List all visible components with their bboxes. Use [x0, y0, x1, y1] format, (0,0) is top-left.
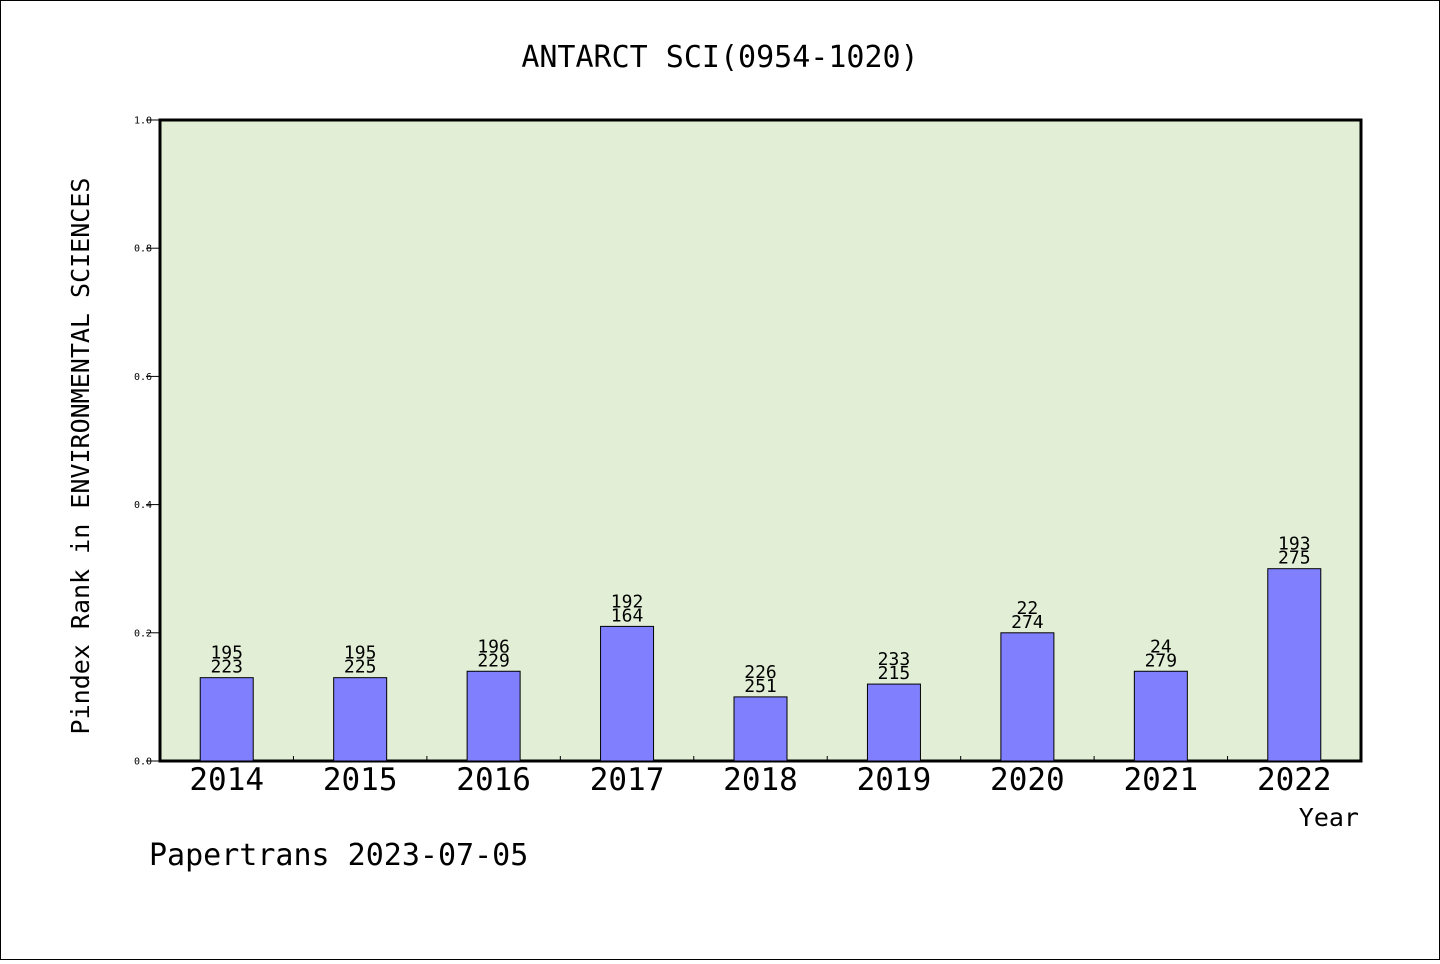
bar-label-top: 233	[878, 649, 911, 670]
bar-label-bottom: 274	[1011, 612, 1044, 633]
x-tick-label: 2020	[990, 762, 1065, 798]
bar-2022	[1267, 568, 1322, 762]
x-axis-label: Year	[1299, 803, 1359, 832]
y-axis: 0.0 0.2 0.4 0.6 0.8 1.0	[134, 116, 160, 768]
y-axis-label: Pindex Rank in ENVIRONMENTAL SCIENCES	[66, 178, 95, 735]
bar-label-bottom: 229	[477, 650, 510, 671]
y-tick-label: 0.0	[134, 757, 152, 768]
bar-label-top: 22	[1017, 598, 1039, 619]
y-tick-label: 0.6	[134, 372, 152, 383]
bar-2017	[600, 625, 655, 762]
bar-label-bottom: 225	[344, 657, 377, 678]
bar-label-bottom: 164	[611, 605, 644, 626]
bar-2018	[733, 696, 788, 762]
bar-2015	[333, 677, 388, 762]
bar-label-bottom: 275	[1278, 548, 1311, 569]
x-tick-label: 2018	[723, 762, 798, 798]
chart-title: ANTARCT SCI(0954-1020)	[521, 40, 918, 75]
x-tick-label: 2022	[1257, 762, 1332, 798]
bar-2020	[1000, 632, 1055, 762]
bar-label-top: 193	[1278, 534, 1311, 555]
bar-label-top: 24	[1150, 636, 1172, 657]
bar-2021	[1133, 670, 1188, 762]
x-tick-label: 2019	[857, 762, 932, 798]
bar-2014	[199, 677, 254, 762]
y-tick-label: 1.0	[134, 116, 152, 127]
bar-label-top: 195	[344, 643, 377, 664]
bar-2019	[866, 683, 921, 762]
x-tick-label: 2015	[323, 762, 398, 798]
plot-area	[158, 118, 1363, 763]
bar-label-bottom: 251	[744, 676, 777, 697]
bar-label-bottom: 215	[878, 663, 911, 684]
x-tick-label: 2016	[456, 762, 531, 798]
bar-label-bottom: 223	[210, 657, 243, 678]
bar-label-top: 226	[744, 662, 777, 683]
x-tick-label: 2021	[1124, 762, 1199, 798]
footer-credit: Papertrans 2023-07-05	[149, 838, 528, 873]
x-axis: 2014 2015 2016 2017 2018 2019 2020 2021 2022	[189, 756, 1332, 798]
y-tick-label: 0.8	[134, 244, 152, 255]
data-labels: 1952231952251962291921642262512332152227…	[210, 534, 1310, 697]
y-tick-label: 0.2	[134, 628, 152, 639]
x-tick-label: 2014	[189, 762, 264, 798]
bar-label-top: 192	[611, 591, 644, 612]
x-tick-label: 2017	[590, 762, 665, 798]
y-tick-label: 0.4	[134, 500, 152, 511]
bar-label-top: 196	[477, 636, 510, 657]
bar-series	[199, 568, 1322, 762]
bar-label-bottom: 279	[1145, 650, 1178, 671]
bar-2016	[466, 670, 521, 762]
bar-label-top: 195	[210, 643, 243, 664]
